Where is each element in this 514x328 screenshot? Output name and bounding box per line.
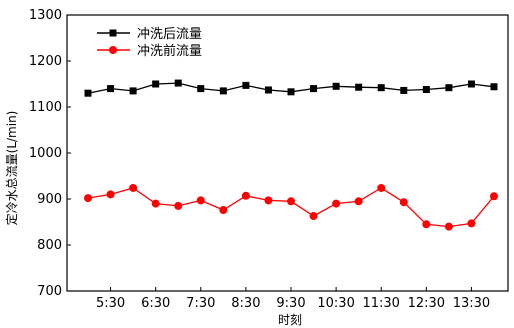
- x-tick-label: 5:30: [96, 296, 125, 311]
- data-point: [219, 87, 227, 95]
- data-point: [422, 220, 431, 229]
- data-point: [107, 85, 115, 93]
- data-point: [84, 194, 92, 203]
- data-point: [445, 84, 453, 92]
- data-point: [490, 83, 498, 91]
- plot-axes: 700 800 900 1000 1100 1200 1300 5:30 6:30 7:30 8:3…: [29, 8, 509, 311]
- plot-frame: [66, 14, 509, 292]
- legend-marker-after: [109, 29, 117, 37]
- data-point: [174, 79, 182, 87]
- y-tick-label: 1100: [29, 100, 62, 115]
- data-point: [242, 81, 250, 89]
- series-line: [87, 187, 495, 228]
- data-point: [174, 201, 183, 210]
- data-point: [490, 192, 498, 201]
- data-point: [196, 196, 205, 205]
- legend-label-before: 冲洗前流量: [137, 43, 202, 59]
- x-axis-title: 时刻: [278, 313, 302, 327]
- x-tick-label: 11:30: [362, 296, 399, 311]
- x-tick-label: 10:30: [317, 296, 354, 311]
- data-point: [444, 222, 453, 231]
- y-tick-label: 700: [37, 284, 62, 299]
- data-point: [377, 183, 386, 192]
- legend: 冲洗后流量 冲洗前流量: [97, 27, 202, 59]
- data-point: [332, 199, 341, 208]
- data-point: [400, 86, 408, 94]
- data-point: [287, 88, 295, 96]
- data-point: [129, 87, 137, 95]
- data-point: [151, 199, 160, 208]
- y-tick-label: 900: [37, 192, 62, 207]
- y-tick-label: 1300: [29, 8, 62, 23]
- series-0: [84, 79, 498, 97]
- data-point: [422, 86, 430, 94]
- data-point: [264, 196, 273, 205]
- legend-label-after: 冲洗后流量: [137, 27, 202, 42]
- data-point: [287, 197, 295, 206]
- data-point: [332, 82, 340, 90]
- y-tick-label: 800: [37, 238, 62, 253]
- data-point: [106, 190, 115, 199]
- x-tick-label: 12:30: [408, 296, 445, 311]
- data-point: [354, 197, 363, 206]
- series-layer: [84, 79, 498, 231]
- x-tick-label: 13:30: [453, 296, 490, 311]
- data-point: [241, 191, 250, 200]
- data-point: [264, 86, 272, 94]
- data-point: [377, 84, 385, 92]
- data-point: [467, 219, 476, 228]
- data-point: [309, 212, 318, 221]
- data-point: [197, 85, 205, 93]
- y-tick-label: 1200: [29, 54, 62, 69]
- x-tick-label: 8:30: [231, 296, 260, 311]
- data-point: [467, 80, 475, 88]
- legend-marker-before: [109, 46, 117, 54]
- series-1: [84, 183, 498, 231]
- data-point: [84, 89, 92, 97]
- data-point: [152, 80, 160, 88]
- data-point: [310, 85, 318, 93]
- x-tick-label: 6:30: [141, 296, 170, 311]
- data-point: [355, 83, 363, 91]
- data-point: [129, 183, 138, 192]
- data-point: [399, 198, 408, 207]
- x-tick-label: 7:30: [186, 296, 215, 311]
- y-tick-label: 1000: [29, 146, 62, 161]
- data-point: [219, 206, 228, 215]
- y-axis-title: 定冷水总流量(L/min): [4, 111, 19, 226]
- x-tick-label: 9:30: [276, 296, 305, 311]
